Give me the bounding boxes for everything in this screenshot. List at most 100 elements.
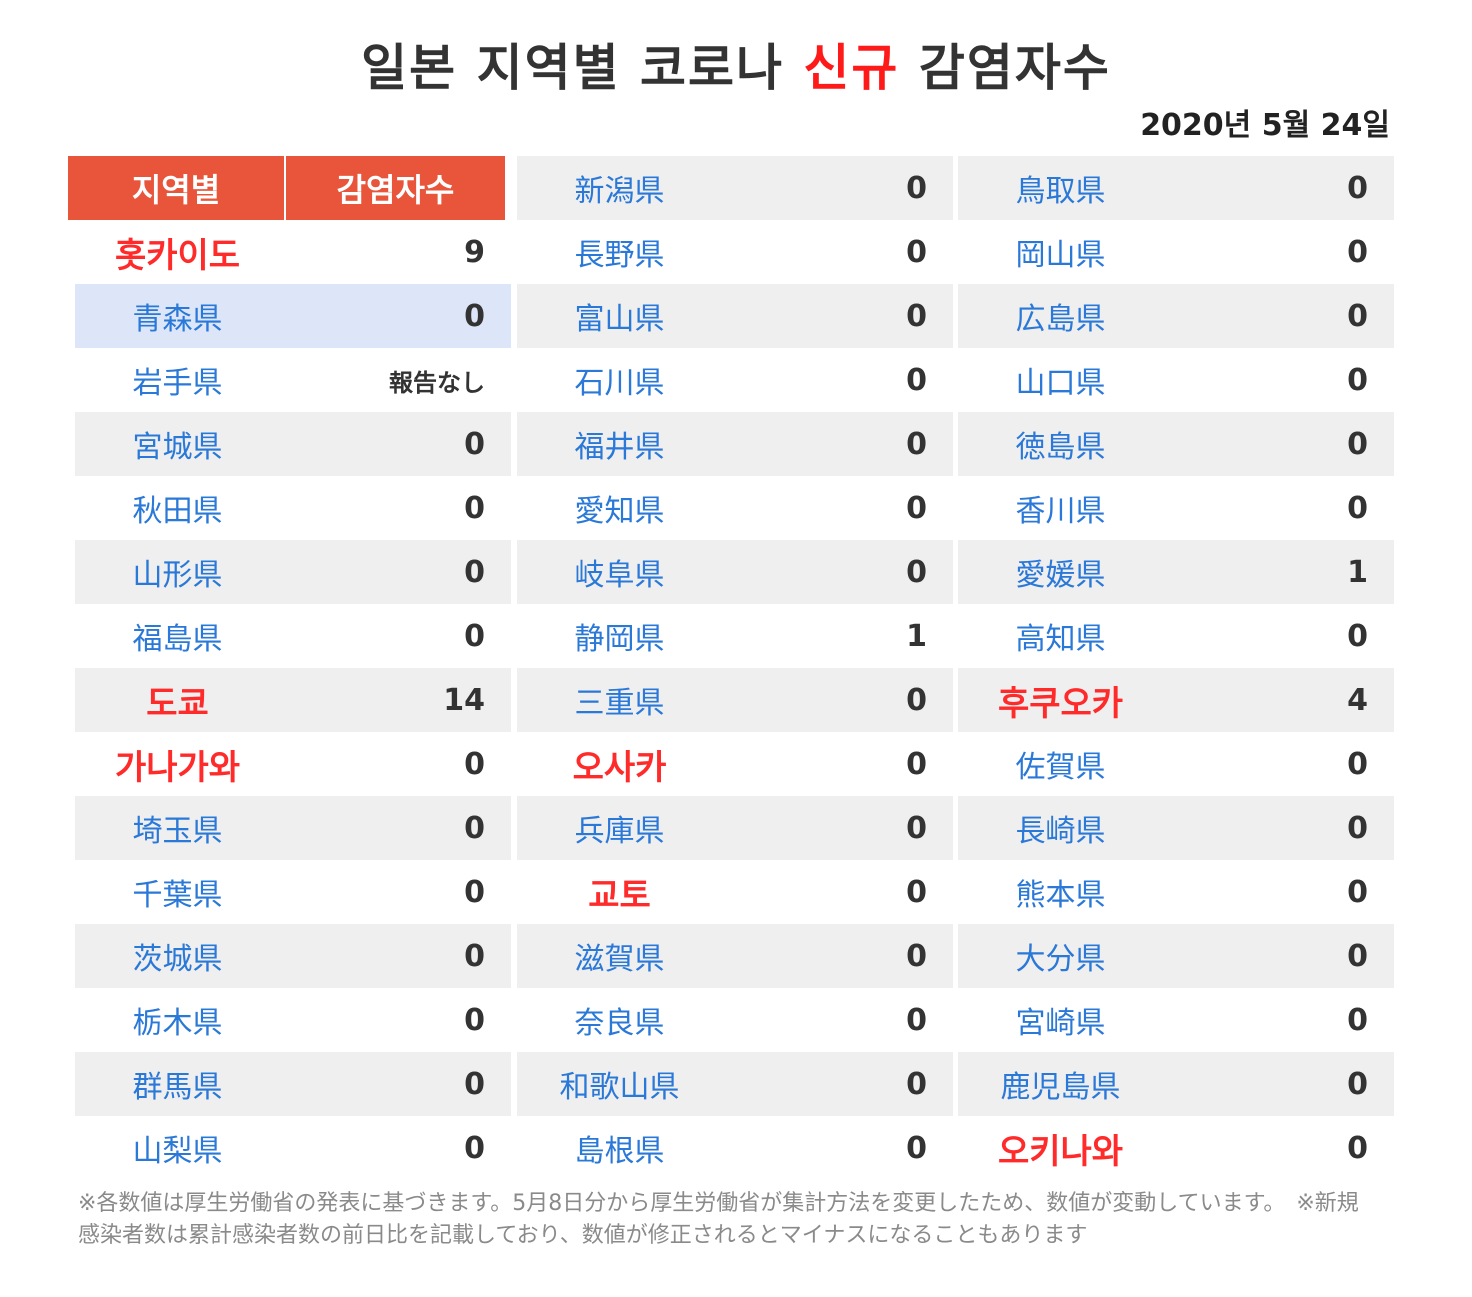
table-row: 홋카이도 9 [75,220,511,284]
table-row: 兵庫県 0 [517,796,953,860]
case-count: 0 [464,746,485,782]
table-row: 滋賀県 0 [517,924,953,988]
region-name: 奈良県 [574,1006,665,1041]
case-count: 0 [906,490,927,526]
region-name: 교토 [588,875,651,916]
table-row: 宮崎県 0 [958,988,1394,1052]
title-pre: 일본 지역별 코로나 [361,39,804,97]
table-row: 大分県 0 [958,924,1394,988]
region-name: 三重県 [574,686,665,721]
case-count: 0 [906,554,927,590]
region-name: 愛知県 [574,494,665,529]
case-count: 1 [1347,554,1368,590]
region-name: 홋카이도 [114,235,241,276]
table-row: 香川県 0 [958,476,1394,540]
region-name: 石川県 [574,366,665,401]
column-1: 홋카이도 9 青森県 0 岩手県 報告なし 宮城県 0 秋田県 0 山形県 0 福島県 0 도쿄 14 가나가와… [75,156,511,1180]
table-row: 熊本県 0 [958,860,1394,924]
table-row: 長野県 0 [517,220,953,284]
region-name: 秋田県 [132,494,223,529]
header-spacer [75,156,511,220]
region-name: 大分県 [1015,942,1106,977]
region-name: 島根県 [574,1134,665,1169]
title-highlight: 신규 [803,39,900,97]
case-count: 0 [464,618,485,654]
table-row: 奈良県 0 [517,988,953,1052]
region-name: 新潟県 [574,174,665,209]
case-count: 0 [464,426,485,462]
table-row: 山形県 0 [75,540,511,604]
case-count: 0 [1347,618,1368,654]
case-count: 0 [906,298,927,334]
case-count: 0 [906,938,927,974]
region-name: 長野県 [574,238,665,273]
report-date: 2020년 5월 24일 [1140,108,1390,143]
region-name: 香川県 [1015,494,1106,529]
case-count: 0 [464,490,485,526]
case-count: 0 [906,1130,927,1166]
case-count: 0 [464,938,485,974]
page-title: 일본 지역별 코로나 신규 감염자수 [0,28,1472,100]
region-name: 宮崎県 [1015,1006,1106,1041]
case-count: 1 [906,618,927,654]
footnote: ※各数値は厚生労働省の発表に基づきます。5月8日分から厚生労働省が集計方法を変更… [78,1191,1359,1248]
region-name: 徳島県 [1015,430,1106,465]
region-name: 岩手県 [132,366,223,401]
table-row: 富山県 0 [517,284,953,348]
region-name: 和歌山県 [559,1070,680,1105]
table-row: 群馬県 0 [75,1052,511,1116]
region-name: 千葉県 [132,878,223,913]
case-count: 報告なし [389,368,485,397]
case-count: 0 [1347,810,1368,846]
table-row: 愛媛県 1 [958,540,1394,604]
region-name: 青森県 [132,302,223,337]
table-row: 山口県 0 [958,348,1394,412]
case-count: 14 [443,682,485,718]
region-name: 長崎県 [1015,814,1106,849]
case-count: 0 [906,170,927,206]
table-row: 鳥取県 0 [958,156,1394,220]
case-count: 0 [906,746,927,782]
case-count: 0 [1347,298,1368,334]
table-row: 岡山県 0 [958,220,1394,284]
region-name: 岐阜県 [574,558,665,593]
case-count: 0 [464,554,485,590]
table-row: 静岡県 1 [517,604,953,668]
table-row: 愛知県 0 [517,476,953,540]
table-row: 新潟県 0 [517,156,953,220]
region-name: 山形県 [132,558,223,593]
table-row: 三重県 0 [517,668,953,732]
case-count: 0 [906,682,927,718]
case-count: 0 [464,1130,485,1166]
case-count: 0 [1347,874,1368,910]
table-row: 佐賀県 0 [958,732,1394,796]
region-name: 愛媛県 [1015,558,1106,593]
table-row: 山梨県 0 [75,1116,511,1180]
table-row: 福島県 0 [75,604,511,668]
case-count: 0 [906,874,927,910]
case-count: 0 [906,810,927,846]
table-row: 石川県 0 [517,348,953,412]
case-count: 0 [464,1002,485,1038]
region-name: 山梨県 [132,1134,223,1169]
region-name: 山口県 [1015,366,1106,401]
region-name: 佐賀県 [1015,750,1106,785]
header-region: 지역별 [68,156,286,220]
table-row: 和歌山県 0 [517,1052,953,1116]
case-count: 0 [1347,426,1368,462]
region-name: 福島県 [132,622,223,657]
region-name: 鹿児島県 [1000,1070,1121,1105]
region-name: 가나가와 [114,747,241,788]
case-count: 0 [906,362,927,398]
table-row: 島根県 0 [517,1116,953,1180]
table-row: 栃木県 0 [75,988,511,1052]
table-row: 高知県 0 [958,604,1394,668]
table-row: 秋田県 0 [75,476,511,540]
title-post: 감염자수 [899,39,1111,97]
table-row: 도쿄 14 [75,668,511,732]
table-row: 岐阜県 0 [517,540,953,604]
column-3: 鳥取県 0 岡山県 0 広島県 0 山口県 0 徳島県 0 香川県 0 愛媛県 1 高知県 0 후쿠오카 4 佐賀県… [958,156,1394,1180]
table-header: 지역별 감염자수 [68,156,505,220]
table-row: 福井県 0 [517,412,953,476]
case-count: 0 [1347,938,1368,974]
